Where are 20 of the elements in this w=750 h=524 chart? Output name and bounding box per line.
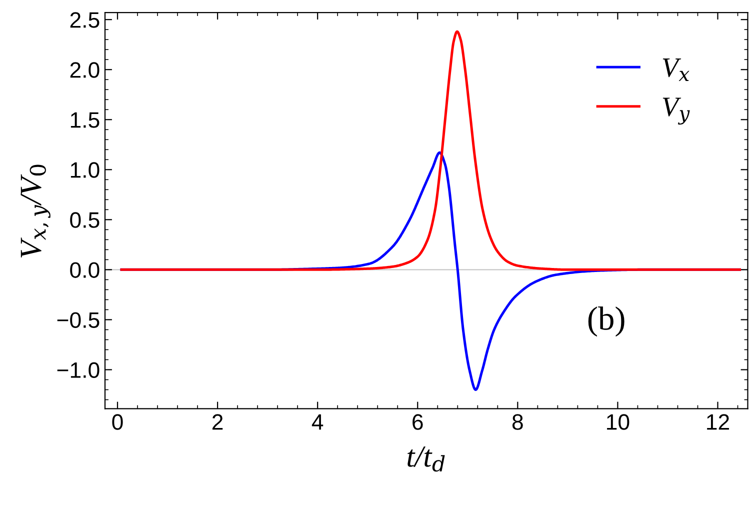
y-tick-label: 2.5 (70, 12, 100, 28)
y-tick-label: −1.0 (57, 362, 100, 378)
y-tick-label: −0.5 (57, 312, 100, 328)
y-tick-label: 1.0 (70, 162, 100, 178)
x-tick-label: 12 (707, 414, 729, 430)
x-tick-label: 10 (607, 414, 630, 430)
legend-label: V$_{y}$ (662, 98, 690, 125)
x-axis-title: t/t$_{d}$ (408, 446, 445, 472)
y-tick-label: 0.0 (70, 262, 100, 278)
y-tick-label: 2.0 (70, 62, 100, 78)
legend-label: V$_{x}$ (662, 58, 690, 82)
x-tick-label: 4 (312, 414, 324, 430)
x-tick-label: 8 (512, 414, 523, 430)
x-tick-label: 6 (412, 414, 423, 430)
y-tick-label: 0.5 (70, 212, 100, 228)
y-tick-label: 1.5 (70, 112, 100, 128)
annotation: (b) (588, 306, 624, 337)
x-tick-label: 2 (212, 414, 223, 430)
y-axis-title: V$_{x,y}$/V$_{0}$ (20, 164, 50, 258)
x-tick-label: 0 (112, 414, 123, 430)
